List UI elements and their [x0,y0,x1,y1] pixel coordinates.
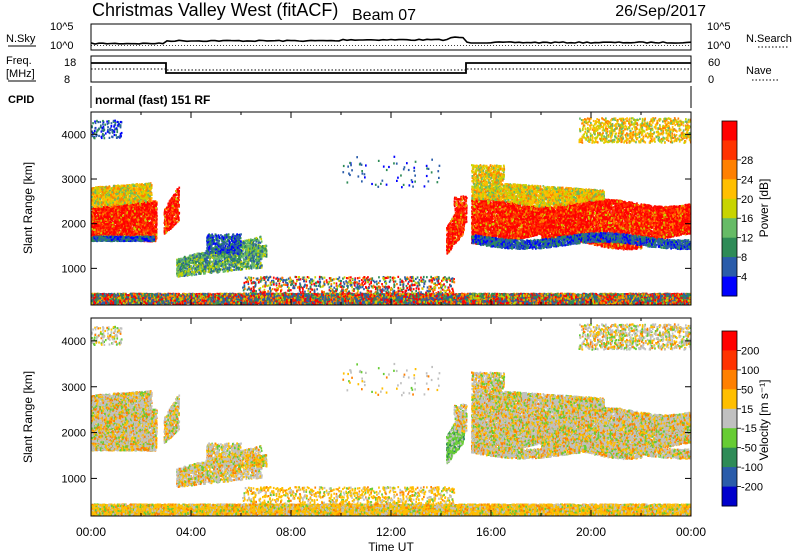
freq-tick-top: 18 [64,57,76,69]
nsky-tick-top: 10^5 [50,21,74,33]
nave-trace [91,69,691,70]
range-cell [155,226,157,228]
range-cell [93,209,95,211]
nsky-trace [91,37,691,44]
range-cell [151,209,153,211]
beam-label: Beam 07 [352,7,416,24]
range-cell [107,225,109,227]
range-cell [120,233,122,235]
freq-unit-label: [MHz] [6,68,35,80]
range-cell [132,218,134,220]
freq-tick-bottom: 8 [64,74,70,86]
range-cell [96,232,98,234]
freq-label: Freq. [6,55,32,67]
range-cell [101,212,103,214]
nsky-tick-bottom: 10^0 [50,40,74,52]
cpid-label: CPID [8,94,34,106]
nave-tick-top: 60 [708,57,720,69]
range-cell [140,209,142,211]
range-cell [119,219,121,221]
range-cell [152,206,154,208]
nsky-label: N.Sky [6,33,36,45]
range-cell [143,203,145,205]
range-cell [123,205,125,207]
station-title: Christmas Valley West (fitACF) [92,0,338,20]
range-cell [147,231,149,233]
cpid-value: normal (fast) 151 RF [95,93,210,107]
range-cell [155,230,157,232]
range-cell [132,221,134,223]
nsearch-label: N.Search [746,33,792,45]
range-cell [155,207,157,209]
range-cell [116,226,118,228]
range-cell [132,210,134,212]
range-cell [91,228,93,230]
range-cell [155,228,157,230]
range-cell [156,234,158,236]
radar-summary-plot: Christmas Valley West (fitACF) Beam 07 2… [0,0,800,554]
range-cell [138,211,140,213]
date-label: 26/Sep/2017 [615,3,706,20]
nave-tick-bottom: 0 [708,74,714,86]
freq-panel: Freq. [MHz] 18 8 60 0 Nave [6,55,778,86]
nsearch-tick-top: 10^5 [707,21,731,33]
range-cell [139,203,141,205]
range-cell [139,220,141,222]
range-cell [142,210,144,212]
range-cell [148,214,150,216]
range-cell [153,212,155,214]
range-cell [155,204,157,206]
range-cell [149,203,151,205]
freq-trace [91,63,691,73]
range-cell [131,216,133,218]
range-cell [134,214,136,216]
range-cell [149,209,151,211]
range-cell [152,203,154,205]
range-cell [146,227,148,229]
range-cell [149,226,151,228]
nave-label: Nave [746,65,772,77]
range-cell [125,210,127,212]
range-cell [134,217,136,219]
range-cell [125,221,127,223]
power-heatmap [91,117,693,305]
nsky-panel: N.Sky 10^5 10^0 10^5 10^0 N.Search [6,21,792,52]
range-cell [92,226,94,228]
range-cell [107,209,109,211]
range-cell [100,232,102,234]
range-cell [110,226,112,228]
range-cell [106,231,108,233]
range-cell [150,222,152,224]
range-cell [131,213,133,215]
nsearch-tick-bottom: 10^0 [707,40,731,52]
